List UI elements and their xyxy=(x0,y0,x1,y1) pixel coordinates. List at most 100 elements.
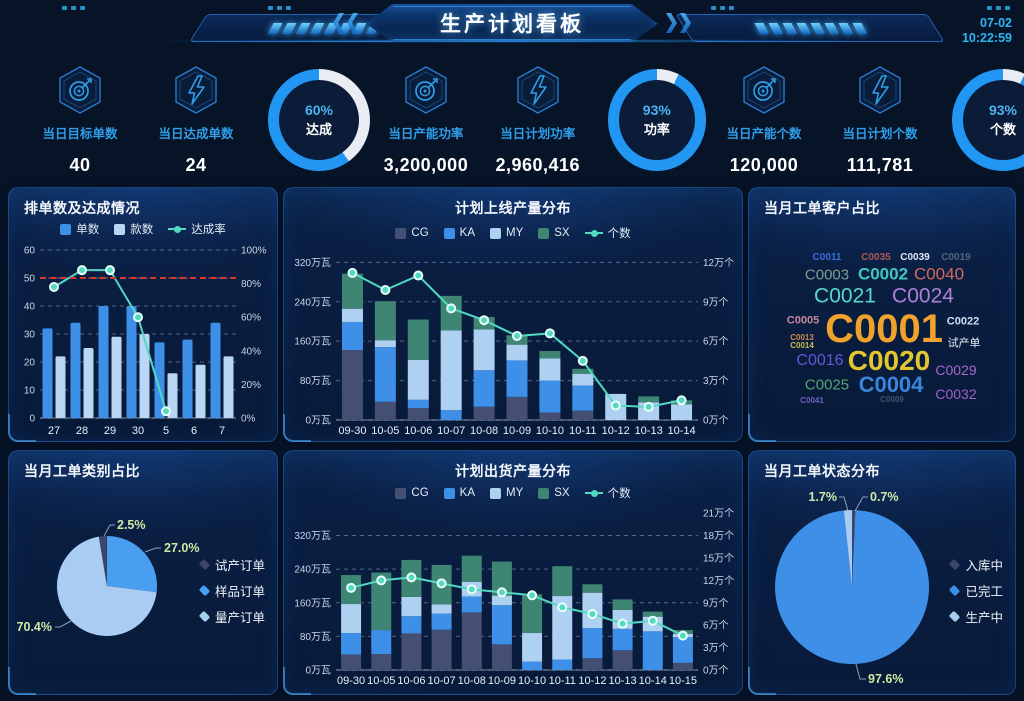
svg-text:15万个: 15万个 xyxy=(703,552,734,564)
cloud-word-试产单: 试产单 xyxy=(947,337,981,350)
kpi-value: 2,960,416 xyxy=(495,154,581,175)
kpi-stat: 当日目标单数 40 xyxy=(22,65,138,176)
donut-percent: 93% xyxy=(642,102,671,118)
panel-plan-online: 计划上线产量分布 CG KA MY SX 个数 0万瓦 80万瓦 160万瓦 240万瓦 320… xyxy=(283,187,743,442)
pie-legend-item-量产订单[interactable]: 量产订单 xyxy=(198,607,265,626)
svg-text:0%: 0% xyxy=(241,414,256,425)
panel-title: 当月工单客户占比 xyxy=(764,200,880,216)
order-status-pie: 1.7% 0.7% 97.6% xyxy=(749,451,1017,701)
panel-title: 当月工单状态分布 xyxy=(764,463,880,479)
target-icon xyxy=(57,65,103,115)
legend-diamond-marker xyxy=(198,584,211,597)
svg-text:6万个: 6万个 xyxy=(703,336,729,348)
legend-item-个数[interactable]: 个数 xyxy=(584,485,631,501)
svg-text:10-09: 10-09 xyxy=(503,425,531,437)
bolt-icon xyxy=(173,65,219,115)
legend-item-SX[interactable]: SX xyxy=(538,487,570,499)
pie-legend-item-生产中[interactable]: 生产中 xyxy=(949,607,1003,626)
decor-dots xyxy=(268,6,291,10)
pie-legend-item-样品订单[interactable]: 样品订单 xyxy=(198,581,265,600)
svg-text:10-05: 10-05 xyxy=(371,425,399,437)
donut-hole: 93% 个数 xyxy=(963,80,1024,160)
plan-online-chart: 0万瓦 80万瓦 160万瓦 240万瓦 320万瓦 0万个 3万个 6万个 9万个 12万个 09… xyxy=(288,246,740,443)
svg-text:10-08: 10-08 xyxy=(470,425,498,437)
svg-text:27.0%: 27.0% xyxy=(164,541,199,555)
chevron-right-icon xyxy=(666,13,691,33)
legend-item-SX[interactable]: SX xyxy=(538,227,570,239)
svg-text:3万个: 3万个 xyxy=(703,375,729,387)
order-category-pie: 2.5% 27.0% 70.4% xyxy=(9,451,279,701)
chart-legend: CG KA MY SX 个数 xyxy=(284,225,742,241)
target-icon xyxy=(741,65,787,115)
legend-item-个数[interactable]: 个数 xyxy=(584,225,631,241)
cloud-word-C0039: C0039 xyxy=(900,252,930,263)
cloud-word-C0009: C0009 xyxy=(880,395,904,404)
legend-line-marker xyxy=(584,489,603,497)
svg-text:5: 5 xyxy=(163,425,169,437)
pie-legend-item-已完工[interactable]: 已完工 xyxy=(949,581,1003,600)
cloud-word-C0025: C0025 xyxy=(804,376,850,394)
kpi-label: 当日产能个数 xyxy=(726,126,802,141)
svg-text:10-05: 10-05 xyxy=(367,675,395,687)
donut-caption: 个数 xyxy=(989,122,1016,137)
svg-text:240万瓦: 240万瓦 xyxy=(294,297,331,308)
donut-caption: 达成 xyxy=(305,122,332,137)
cloud-word-C0020: C0020 xyxy=(847,345,931,376)
legend-item-款数[interactable]: 款数 xyxy=(114,221,153,237)
svg-text:09-30: 09-30 xyxy=(338,425,366,437)
kpi-label: 当日达成单数 xyxy=(158,126,234,141)
svg-text:10-15: 10-15 xyxy=(669,675,697,687)
legend-item-KA[interactable]: KA xyxy=(443,227,475,239)
svg-text:10-06: 10-06 xyxy=(397,675,425,687)
title-frame: 生产计划看板 xyxy=(366,4,658,42)
svg-text:240万瓦: 240万瓦 xyxy=(294,565,331,576)
time-label: 10:22:59 xyxy=(961,31,1012,45)
kpi-value: 120,000 xyxy=(729,154,799,175)
legend-dot xyxy=(174,225,182,233)
legend-item-KA[interactable]: KA xyxy=(443,487,475,499)
cloud-word-C0035: C0035 xyxy=(861,252,891,263)
svg-text:60: 60 xyxy=(24,246,36,257)
svg-text:10-07: 10-07 xyxy=(437,425,465,437)
legend-item-单数[interactable]: 单数 xyxy=(60,221,99,237)
svg-text:100%: 100% xyxy=(241,246,267,257)
pie-legend-item-入库中[interactable]: 入库中 xyxy=(949,555,1003,574)
target-icon xyxy=(403,65,449,115)
kpi-group: 当日产能功率 3,200,000 当日计划功率 2,960,416 93% 功率 xyxy=(370,56,706,184)
legend-square-marker xyxy=(395,487,407,499)
svg-text:6: 6 xyxy=(191,425,197,437)
svg-text:10-07: 10-07 xyxy=(428,675,456,687)
donut-percent: 93% xyxy=(988,102,1018,118)
svg-text:10-14: 10-14 xyxy=(667,425,695,437)
cloud-word-C0024: C0024 xyxy=(892,284,954,308)
cloud-word-C0001: C0001 xyxy=(825,307,943,351)
legend-item-MY[interactable]: MY xyxy=(490,487,523,499)
legend-square-marker xyxy=(114,223,126,235)
svg-text:09-30: 09-30 xyxy=(337,675,365,687)
svg-text:18万个: 18万个 xyxy=(703,530,734,542)
pie-legend-item-试产订单[interactable]: 试产订单 xyxy=(198,555,265,574)
panel-title: 当月工单类别占比 xyxy=(24,463,140,479)
legend-item-CG[interactable]: CG xyxy=(395,487,429,499)
svg-text:0: 0 xyxy=(29,414,35,425)
kpi-donut: 60% 达成 xyxy=(268,69,370,171)
page-title: 生产计划看板 xyxy=(440,13,584,36)
cloud-word-C0002: C0002 xyxy=(857,264,909,284)
chart-legend: 单数 款数 达成率 xyxy=(9,221,277,237)
legend-item-MY[interactable]: MY xyxy=(490,227,523,239)
legend-diamond-marker xyxy=(949,610,961,623)
svg-text:3万个: 3万个 xyxy=(703,642,729,654)
legend-item-CG[interactable]: CG xyxy=(395,227,429,239)
cloud-word-C0014: C0014 xyxy=(790,341,814,350)
legend-square-marker xyxy=(60,223,72,235)
cloud-word-C0032: C0032 xyxy=(935,386,977,402)
legend-line-marker xyxy=(168,225,187,233)
svg-text:10-06: 10-06 xyxy=(404,425,432,437)
pie-legend: 试产订单样品订单量产订单 xyxy=(198,555,265,626)
svg-text:10-11: 10-11 xyxy=(549,675,576,687)
legend-item-达成率[interactable]: 达成率 xyxy=(168,221,226,237)
kpi-label: 当日计划功率 xyxy=(500,126,576,141)
donut-percent: 60% xyxy=(304,102,334,118)
decor-dots xyxy=(987,6,1010,10)
